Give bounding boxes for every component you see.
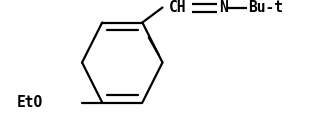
Text: CH: CH xyxy=(169,0,187,15)
Text: N: N xyxy=(219,0,228,15)
Text: EtO: EtO xyxy=(17,95,43,110)
Text: Bu-t: Bu-t xyxy=(249,0,283,15)
